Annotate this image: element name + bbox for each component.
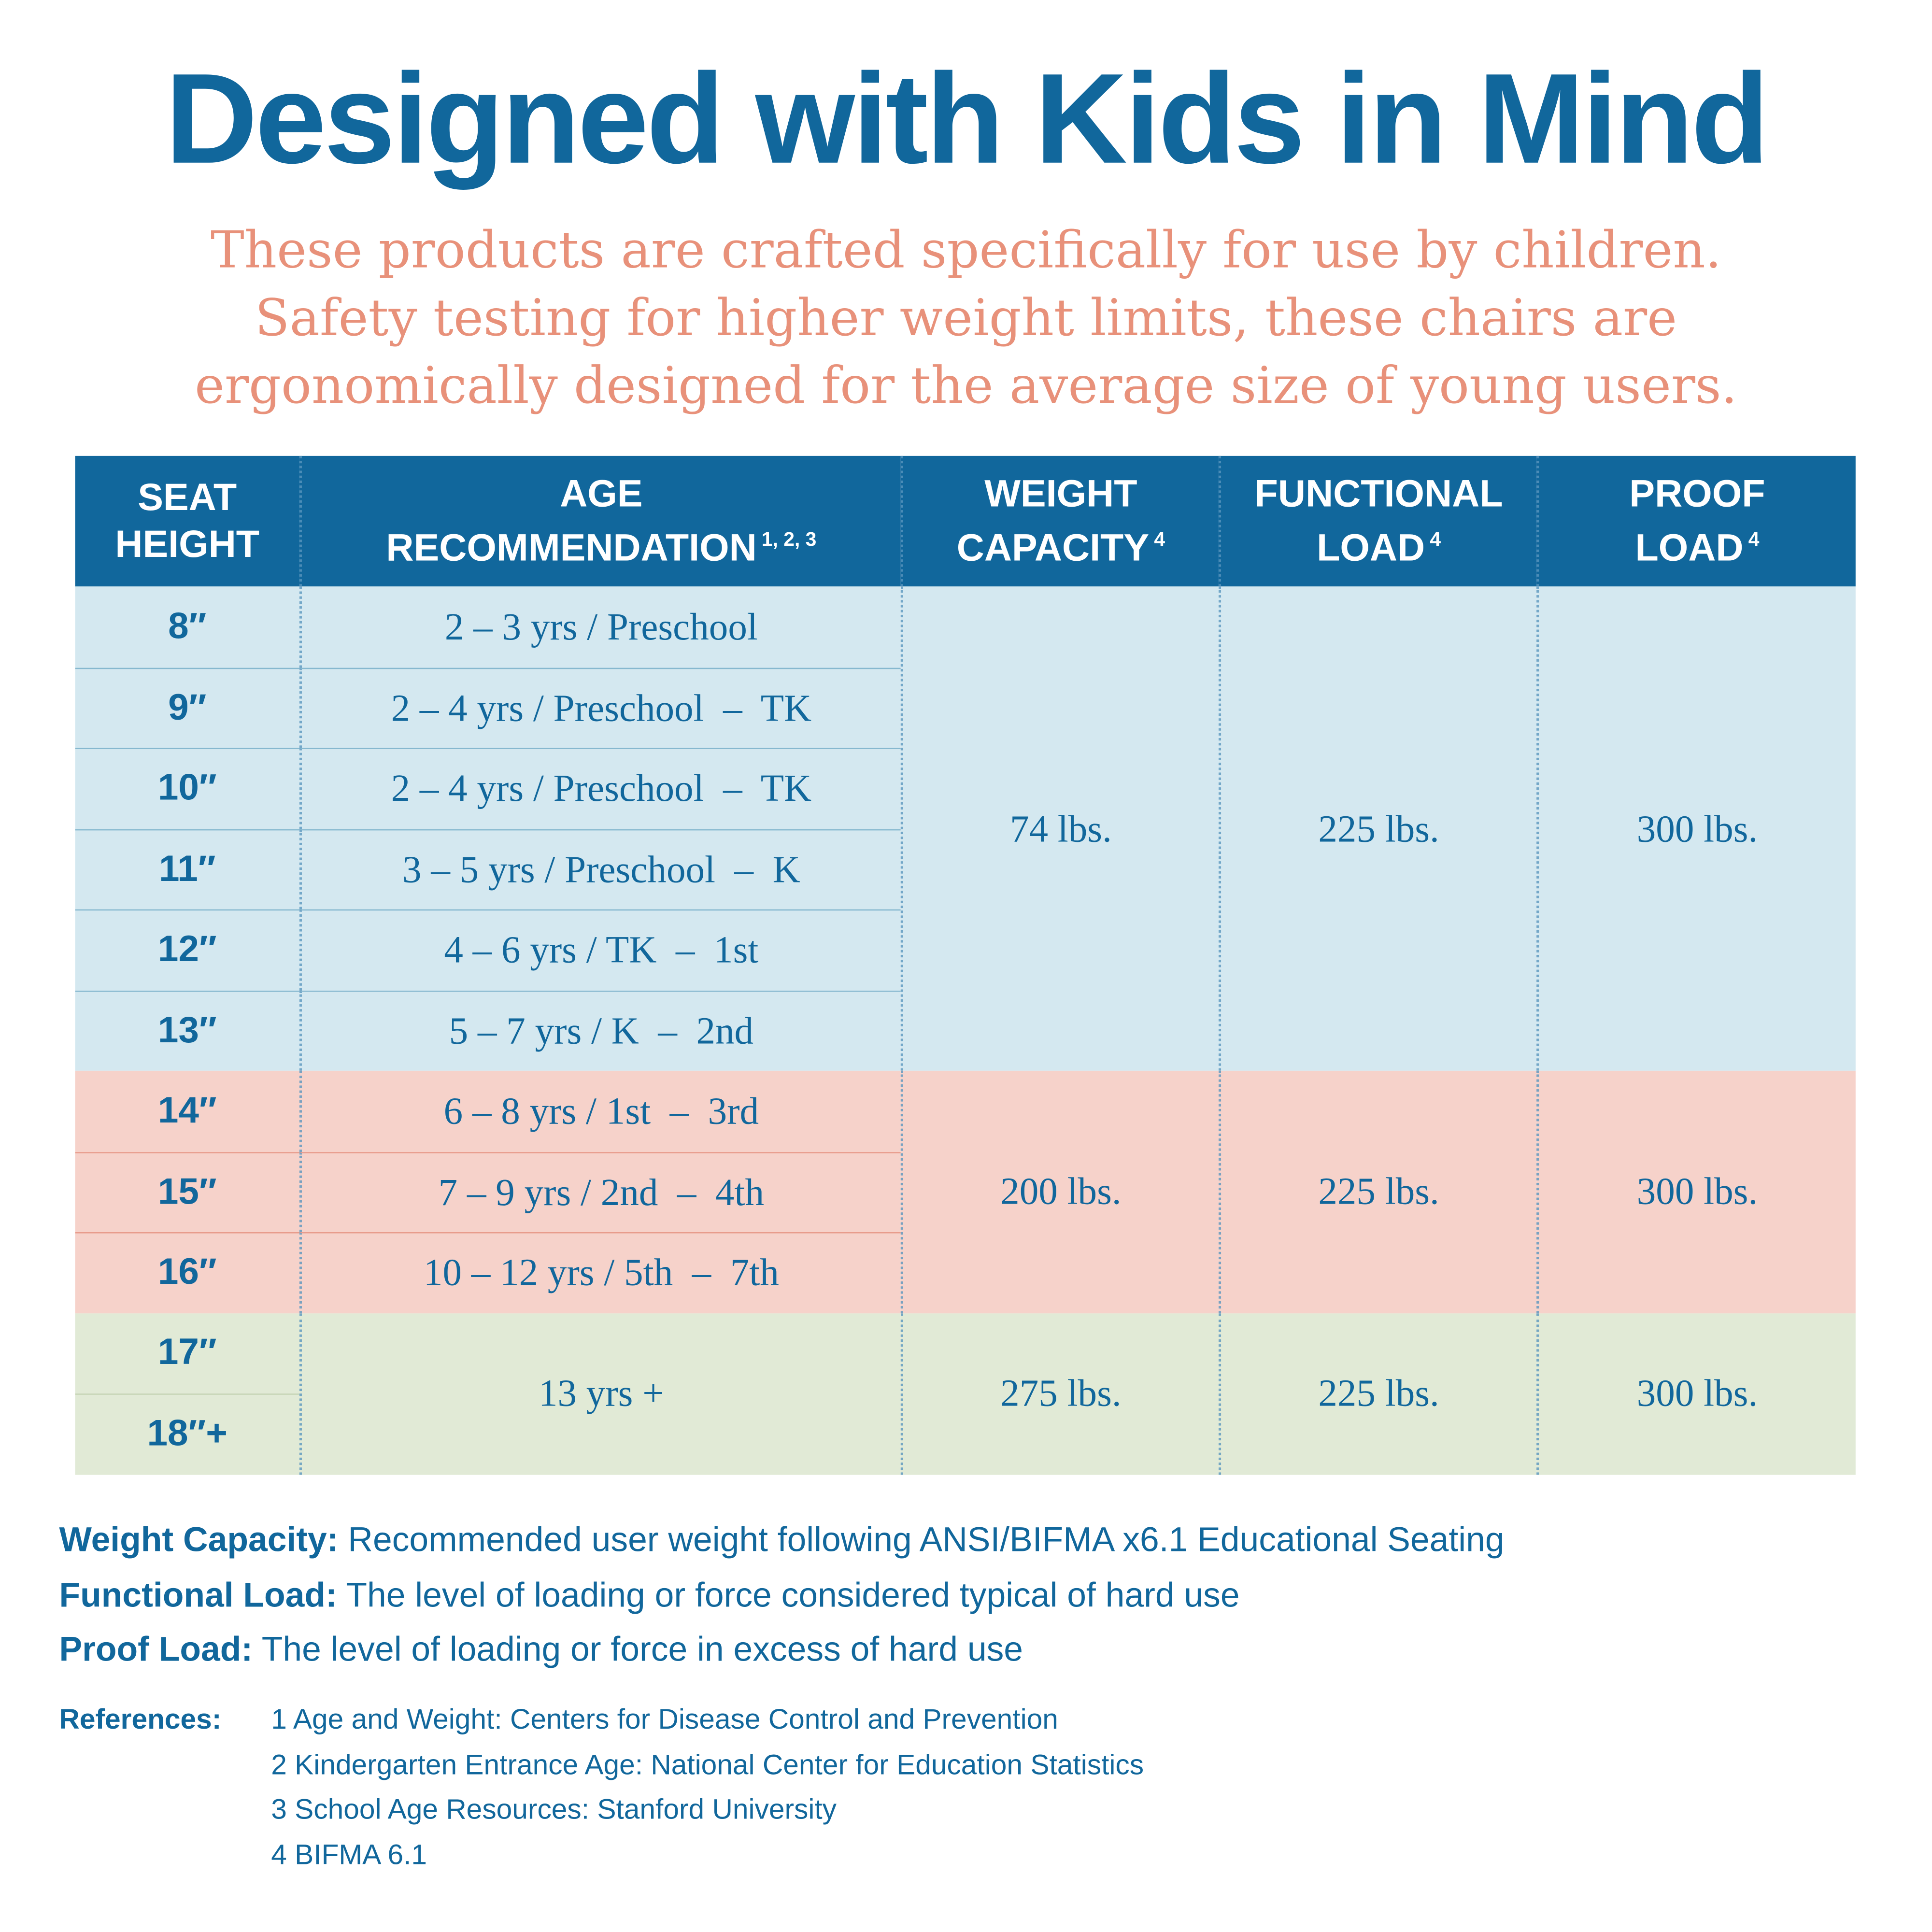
header-text: RECOMMENDATION [386, 526, 757, 569]
weight-capacity-cell: 74 lbs. [900, 586, 1219, 1071]
page-title: Designed with Kids in Mind [165, 48, 1769, 191]
column-header: FUNCTIONAL LOAD 4 [1218, 455, 1537, 587]
functional-load-cell: 225 lbs. [1218, 586, 1537, 1071]
footnote-ref: 4 [1748, 529, 1760, 551]
definitions: Weight Capacity: Recommended user weight… [59, 1513, 1504, 1678]
age-recommendation-cell: 10 – 12 yrs / 5th – 7th [299, 1232, 901, 1313]
header-line: CAPACITY 4 [957, 517, 1165, 571]
reference-item: 2 Kindergarten Entrance Age: National Ce… [271, 1747, 1144, 1780]
header-line: HEIGHT [115, 521, 259, 568]
definition-term: Weight Capacity: [59, 1520, 339, 1559]
proof-load-cell: 300 lbs. [1536, 1070, 1856, 1313]
header-text: WEIGHT [984, 472, 1137, 515]
definition-proof-load: Proof Load: The level of loading or forc… [59, 1623, 1504, 1678]
header-line: LOAD 4 [1629, 517, 1765, 571]
header-text: AGE [560, 472, 643, 515]
age-recommendation-cell: 2 – 4 yrs / Preschool – TK [299, 667, 901, 748]
seat-height-cell: 18″+ [75, 1393, 299, 1475]
header-text: SEAT [138, 475, 237, 519]
footnote-ref: 4 [1430, 529, 1441, 551]
definition-text: Recommended user weight following ANSI/B… [338, 1520, 1505, 1559]
seat-height-cell: 13″ [75, 990, 299, 1071]
proof-load-cell: 300 lbs. [1536, 1313, 1856, 1475]
footnote-ref: 4 [1154, 529, 1165, 551]
subtitle-line: These products are crafted specifically … [210, 220, 1721, 280]
age-recommendation-cell: 5 – 7 yrs / K – 2nd [299, 990, 901, 1071]
header-line: PROOF [1629, 470, 1765, 517]
reference-item: 4 BIFMA 6.1 [271, 1837, 427, 1870]
age-recommendation-cell: 3 – 5 yrs / Preschool – K [299, 828, 901, 909]
functional-load-cell: 225 lbs. [1218, 1313, 1537, 1475]
column-header-text: AGE RECOMMENDATION 1, 2, 3 [386, 470, 816, 571]
weight-capacity-cell: 275 lbs. [900, 1313, 1219, 1475]
column-header-text: SEAT HEIGHT [115, 474, 259, 568]
header-text: CAPACITY [956, 526, 1150, 569]
header-text: PROOF [1629, 472, 1765, 515]
header-line: AGE [386, 470, 816, 517]
column-header: PROOF LOAD 4 [1536, 455, 1856, 587]
column-header-text: FUNCTIONAL LOAD 4 [1255, 470, 1503, 571]
seat-height-cell: 14″ [75, 1070, 299, 1151]
age-recommendation-cell: 2 – 4 yrs / Preschool – TK [299, 748, 901, 829]
reference-item: 3 School Age Resources: Stanford Univers… [271, 1792, 837, 1825]
age-recommendation-cell: 7 – 9 yrs / 2nd – 4th [299, 1151, 901, 1232]
subtitle-line: ergonomically designed for the average s… [195, 356, 1737, 415]
definition-functional-load: Functional Load: The level of loading or… [59, 1568, 1504, 1623]
header-line: FUNCTIONAL [1255, 470, 1503, 517]
seat-height-cell: 17″ [75, 1313, 299, 1394]
proof-load-cell: 300 lbs. [1536, 586, 1856, 1071]
header-text: LOAD [1635, 526, 1744, 569]
header-text: FUNCTIONAL [1254, 472, 1503, 515]
definition-text: The level of loading or force in excess … [253, 1630, 1023, 1669]
column-header: WEIGHT CAPACITY 4 [900, 455, 1219, 587]
seat-height-cell: 9″ [75, 667, 299, 748]
column-header: SEAT HEIGHT [75, 455, 299, 587]
header-line: SEAT [115, 474, 259, 521]
age-recommendation-cell: 13 yrs + [299, 1313, 901, 1475]
references-label: References: [59, 1703, 222, 1735]
header-line: WEIGHT [957, 470, 1165, 517]
column-header-text: WEIGHT CAPACITY 4 [957, 470, 1165, 571]
subtitle: These products are crafted specifically … [0, 217, 1932, 420]
age-recommendation-cell: 2 – 3 yrs / Preschool [299, 586, 901, 668]
functional-load-cell: 225 lbs. [1218, 1070, 1537, 1313]
references-list: 1 Age and Weight: Centers for Disease Co… [271, 1697, 1144, 1876]
reference-item: 1 Age and Weight: Centers for Disease Co… [271, 1703, 1058, 1735]
footnote-ref: 1, 2, 3 [761, 529, 817, 551]
definition-term: Proof Load: [59, 1630, 253, 1669]
definition-term: Functional Load: [59, 1575, 337, 1614]
column-header-text: PROOF LOAD 4 [1629, 470, 1765, 571]
subtitle-line: Safety testing for higher weight limits,… [255, 288, 1677, 348]
seat-height-cell: 10″ [75, 748, 299, 829]
header-line: LOAD 4 [1255, 517, 1503, 571]
header-line: RECOMMENDATION 1, 2, 3 [386, 517, 816, 571]
header-text: LOAD [1317, 526, 1425, 569]
seat-height-cell: 12″ [75, 909, 299, 990]
seat-height-cell: 15″ [75, 1151, 299, 1232]
seat-height-cell: 11″ [75, 828, 299, 909]
column-header: AGE RECOMMENDATION 1, 2, 3 [299, 455, 901, 587]
definition-weight-capacity: Weight Capacity: Recommended user weight… [59, 1513, 1504, 1568]
definition-text: The level of loading or force considered… [337, 1575, 1240, 1614]
header-text: HEIGHT [115, 522, 260, 566]
seat-height-cell: 16″ [75, 1232, 299, 1313]
weight-capacity-cell: 200 lbs. [900, 1070, 1219, 1313]
age-recommendation-cell: 6 – 8 yrs / 1st – 3rd [299, 1070, 901, 1151]
specs-table: SEAT HEIGHT AGE RECOMMENDATION 1, 2, 3 WEIGHT… [75, 455, 1856, 1475]
seat-height-cell: 8″ [75, 586, 299, 668]
age-recommendation-cell: 4 – 6 yrs / TK – 1st [299, 909, 901, 990]
